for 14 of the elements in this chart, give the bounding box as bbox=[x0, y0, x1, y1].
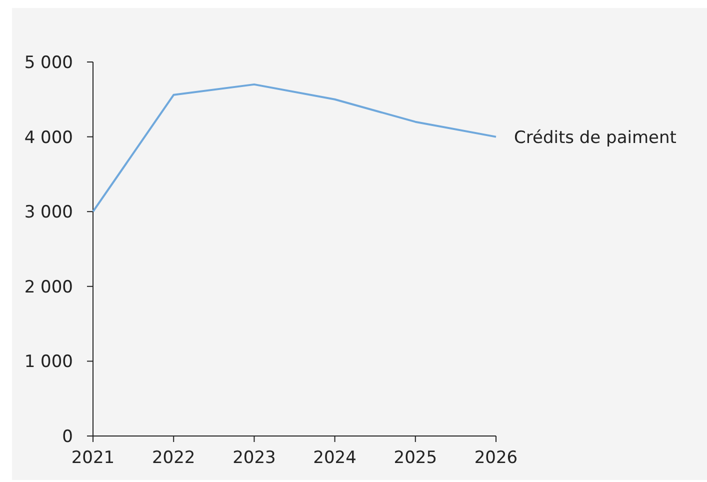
x-tick-label: 2023 bbox=[232, 448, 276, 468]
y-tick-label: 1 000 bbox=[24, 352, 73, 372]
x-tick-label: 2022 bbox=[152, 448, 196, 468]
y-tick-label: 4 000 bbox=[24, 128, 73, 148]
series-label: Crédits de paiment bbox=[514, 128, 677, 148]
x-tick-label: 2024 bbox=[313, 448, 356, 468]
y-tick-label: 0 bbox=[62, 426, 73, 447]
x-tick-label: 2025 bbox=[394, 448, 438, 468]
y-tick-label: 5 000 bbox=[24, 52, 73, 73]
y-tick-label: 2 000 bbox=[24, 277, 73, 298]
line-series bbox=[92, 83, 497, 213]
y-tick-label: 3 000 bbox=[24, 202, 73, 223]
x-tick-label: 2021 bbox=[71, 448, 115, 468]
x-tick-label: 2026 bbox=[474, 448, 518, 468]
